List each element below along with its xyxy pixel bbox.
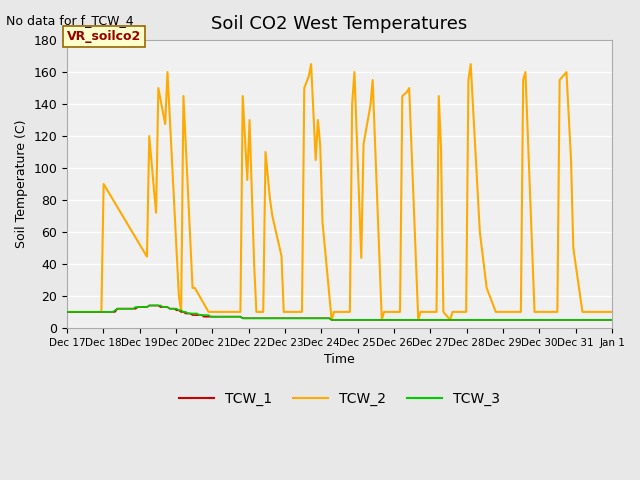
Title: Soil CO2 West Temperatures: Soil CO2 West Temperatures: [211, 15, 468, 33]
Text: VR_soilco2: VR_soilco2: [67, 30, 141, 43]
Legend: TCW_1, TCW_2, TCW_3: TCW_1, TCW_2, TCW_3: [174, 386, 506, 412]
X-axis label: Time: Time: [324, 353, 355, 366]
Text: No data for f_TCW_4: No data for f_TCW_4: [6, 14, 134, 27]
Y-axis label: Soil Temperature (C): Soil Temperature (C): [15, 120, 28, 248]
